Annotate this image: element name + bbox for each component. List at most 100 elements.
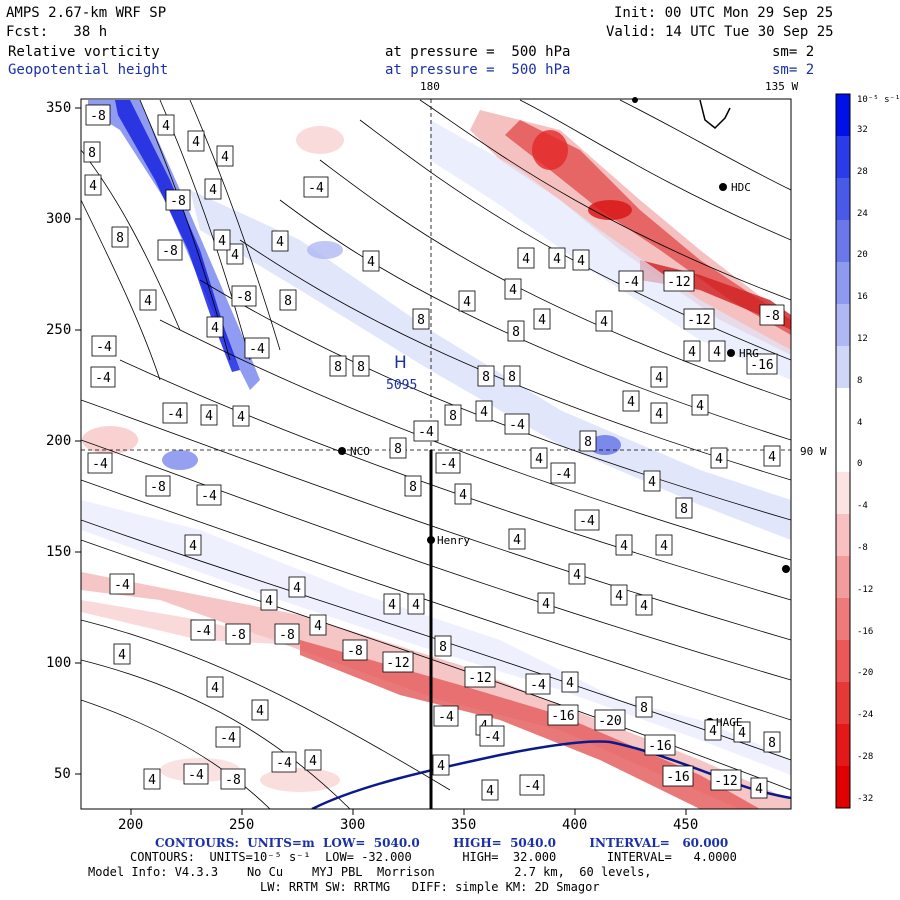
contour-label-box <box>595 310 613 332</box>
contour-label: -4 <box>95 371 111 386</box>
x-tick-label: 450 <box>673 817 699 833</box>
station-label: Henry <box>437 534 471 547</box>
contour-label: -12 <box>714 774 737 789</box>
contour-label: 8 <box>394 442 402 457</box>
contour-label: 4 <box>577 254 585 269</box>
contour-label: -12 <box>667 275 690 290</box>
y-tick-label: 350 <box>46 100 72 116</box>
model-info-2: LW: RRTM SW: RRTMG DIFF: simple KM: 2D S… <box>260 880 600 894</box>
contour-label-box <box>519 774 545 796</box>
contour-label: 4 <box>627 395 635 410</box>
contour-label: 4 <box>655 371 663 386</box>
contour-label-box <box>274 623 300 645</box>
contour-label-box <box>183 763 209 785</box>
colorbar-tick-label: 20 <box>857 250 868 261</box>
field1-level: at pressure = 500 hPa <box>385 44 571 60</box>
contour-label-box <box>260 589 278 611</box>
y-tick-label: 100 <box>46 655 72 671</box>
contour-label: 8 <box>482 370 490 385</box>
contour-label-box <box>389 437 407 459</box>
contour-label-box <box>87 452 113 474</box>
contour-label: 4 <box>162 119 170 134</box>
contour-label: 4 <box>211 321 219 336</box>
contour-label: -8 <box>347 644 363 659</box>
contour-label-box <box>83 141 101 163</box>
contour-label: -12 <box>386 656 409 671</box>
contour-label-box <box>271 230 289 252</box>
lon-label-90w: 90 W <box>800 445 827 458</box>
contour-label-box <box>85 104 111 126</box>
contour-label-box <box>547 704 579 726</box>
contour-label: 4 <box>566 676 574 691</box>
contour-label: -4 <box>418 425 434 440</box>
contour-label: 4 <box>553 252 561 267</box>
contour-label-box <box>537 592 555 614</box>
contour-label: -12 <box>687 313 710 328</box>
contour-label-box <box>750 777 768 799</box>
contour-label-box <box>503 365 521 387</box>
contour-label: 8 <box>512 325 520 340</box>
contour-label-box <box>710 769 742 791</box>
contour-label: 8 <box>357 360 365 375</box>
contour-label: 4 <box>437 759 445 774</box>
contour-label-box <box>309 614 327 636</box>
contour-label: -4 <box>484 730 500 745</box>
contour-label: 4 <box>211 681 219 696</box>
contour-label-box <box>650 366 668 388</box>
contour-label: 8 <box>409 480 417 495</box>
x-tick-label: 400 <box>562 817 588 833</box>
contour-label: 4 <box>660 539 668 554</box>
contour-label: -4 <box>438 710 454 725</box>
field1-smooth: sm= 2 <box>772 44 815 60</box>
contour-label-box <box>382 651 414 673</box>
colorbar-tick-label: -16 <box>857 626 874 637</box>
contour-label-box <box>187 130 205 152</box>
colorbar-segment <box>836 262 850 305</box>
contour-label-box <box>206 676 224 698</box>
contour-label-box <box>225 623 251 645</box>
contour-label: -4 <box>440 457 456 472</box>
contour-label: 8 <box>284 294 292 309</box>
contour-label: -16 <box>648 739 671 754</box>
contour-label: 4 <box>615 589 623 604</box>
contour-label: -4 <box>579 514 595 529</box>
y-axis-ticks <box>75 107 81 775</box>
contour-label-box <box>91 335 117 357</box>
contour-label-box <box>635 594 653 616</box>
contour-label: -4 <box>308 181 324 196</box>
contour-label-box <box>508 528 526 550</box>
contour-label: 4 <box>688 345 696 360</box>
contour-label-box <box>454 483 472 505</box>
colorbar <box>835 93 851 809</box>
colorbar-tick-label: 24 <box>857 208 868 219</box>
contour-label: 4 <box>314 619 322 634</box>
contour-label-box <box>215 726 241 748</box>
contour-label-box <box>304 749 322 771</box>
contour-label: 4 <box>513 533 521 548</box>
contour-label-box <box>139 289 157 311</box>
colorbar-tick-label: 0 <box>857 459 863 470</box>
contour-label-box <box>683 340 701 362</box>
contour-label: 4 <box>218 234 226 249</box>
contour-label: -8 <box>162 244 178 259</box>
contour-label-box <box>196 484 222 506</box>
contour-label-box <box>251 699 269 721</box>
contour-label: 4 <box>522 252 530 267</box>
contour-label: -4 <box>509 418 525 433</box>
contour-label: 4 <box>713 345 721 360</box>
contour-info-vorticity: CONTOURS: UNITS=10⁻⁵ s⁻¹ LOW= -32.000 HI… <box>130 850 737 864</box>
contour-label: 4 <box>459 488 467 503</box>
contour-label-box <box>746 353 778 375</box>
contour-label: -4 <box>623 275 639 290</box>
contour-label: -4 <box>220 731 236 746</box>
contour-label: 4 <box>655 407 663 422</box>
colorbar-tick-label: -24 <box>857 710 874 721</box>
contour-label-box <box>231 285 257 307</box>
contour-label: -8 <box>230 628 246 643</box>
y-tick-label: 200 <box>46 433 72 449</box>
contour-label-box <box>622 390 640 412</box>
contour-label-box <box>109 573 135 595</box>
contour-label: 4 <box>542 597 550 612</box>
contour-label-box <box>184 534 202 556</box>
contour-label-box <box>90 366 116 388</box>
